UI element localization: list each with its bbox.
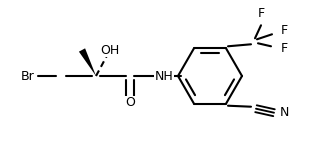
Text: F: F [281,24,288,37]
Polygon shape [79,48,96,76]
Text: Br: Br [21,70,35,82]
Text: O: O [125,97,135,109]
Text: OH: OH [101,43,120,57]
Text: F: F [258,7,265,20]
Text: F: F [281,42,288,55]
Text: N: N [279,106,289,119]
Text: NH: NH [155,70,173,82]
